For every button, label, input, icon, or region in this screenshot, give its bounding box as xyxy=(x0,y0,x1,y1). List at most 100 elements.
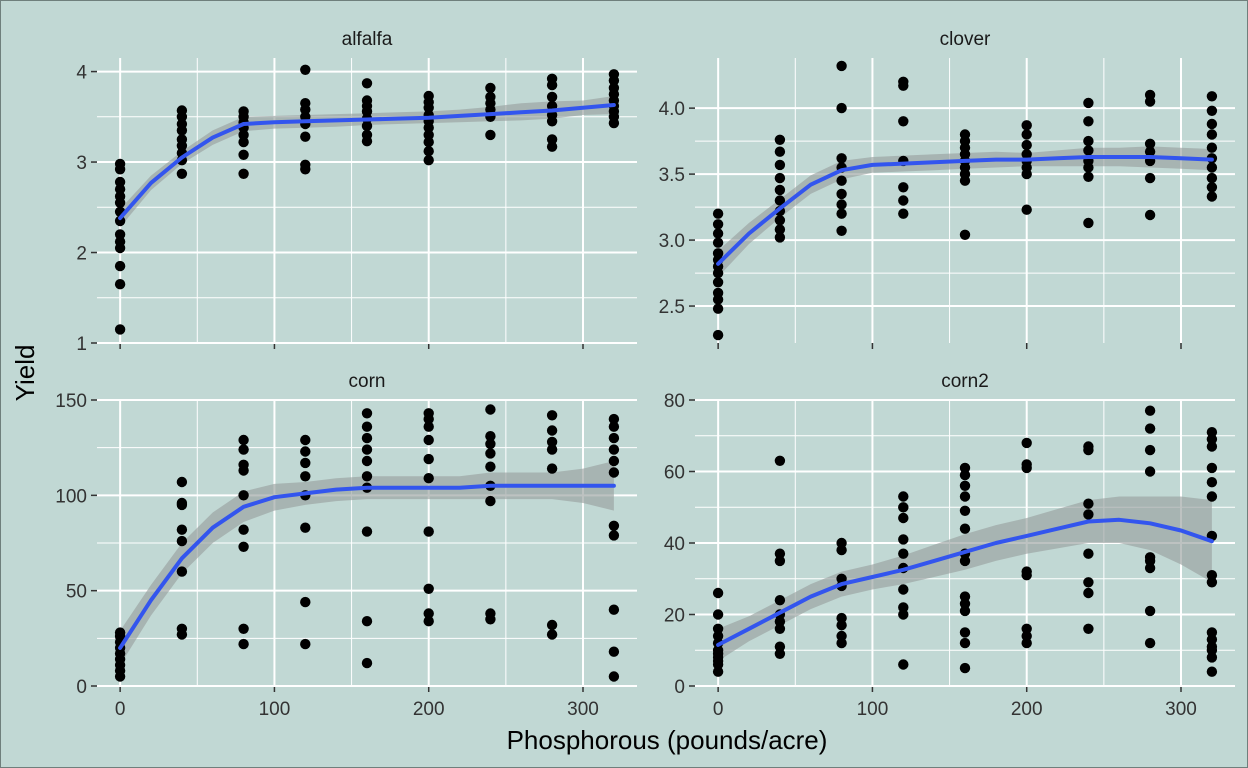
data-point xyxy=(238,490,249,501)
y-tick-label: 60 xyxy=(664,463,685,484)
data-point xyxy=(959,505,971,516)
smooth-line xyxy=(716,155,1214,266)
data-point xyxy=(114,158,126,170)
data-point xyxy=(300,434,311,446)
y-tick-label: 100 xyxy=(55,486,87,507)
data-point xyxy=(836,153,847,164)
data-point xyxy=(114,627,126,638)
data-point xyxy=(361,455,373,467)
data-point xyxy=(1083,135,1094,147)
data-point xyxy=(1083,509,1094,520)
data-point xyxy=(608,530,620,541)
data-point xyxy=(1206,627,1218,638)
data-point xyxy=(300,471,311,482)
data-point xyxy=(959,469,971,481)
data-point xyxy=(608,82,620,94)
data-point xyxy=(361,616,373,627)
facet-title: corn xyxy=(349,371,386,392)
data-point xyxy=(712,329,724,341)
y-tick-label: 50 xyxy=(66,582,87,603)
data-point xyxy=(485,404,496,415)
data-point xyxy=(1021,623,1032,634)
data-point xyxy=(361,657,373,669)
data-point xyxy=(238,168,249,179)
data-point xyxy=(423,526,434,537)
data-point xyxy=(1144,605,1156,617)
data-point xyxy=(114,324,126,335)
data-point xyxy=(608,421,620,432)
data-point xyxy=(423,473,434,484)
data-point xyxy=(712,645,724,656)
y-tick-label: 80 xyxy=(664,391,685,412)
data-point xyxy=(546,73,558,85)
data-point xyxy=(898,512,909,524)
data-point xyxy=(423,434,434,446)
data-point xyxy=(898,491,909,502)
confidence-band xyxy=(718,496,1212,661)
data-point xyxy=(1083,577,1094,588)
data-point xyxy=(1206,666,1218,677)
data-point xyxy=(1021,139,1032,151)
data-point xyxy=(485,461,496,472)
data-point xyxy=(898,502,909,513)
data-point xyxy=(1206,570,1218,581)
data-point xyxy=(1206,491,1218,502)
data-point xyxy=(361,444,373,455)
data-point xyxy=(1021,459,1032,470)
data-point xyxy=(898,182,909,193)
data-point xyxy=(959,462,971,474)
data-point xyxy=(1144,423,1156,434)
data-point xyxy=(176,105,188,116)
data-point xyxy=(1206,172,1218,184)
data-point xyxy=(836,102,847,114)
data-point xyxy=(423,408,434,419)
data-point xyxy=(1021,566,1032,577)
facet-title: alfalfa xyxy=(342,29,393,50)
data-point xyxy=(1144,172,1156,184)
data-point xyxy=(959,491,971,502)
data-point xyxy=(546,91,558,103)
y-tick-label: 3.5 xyxy=(659,165,685,186)
data-point xyxy=(176,566,188,577)
data-point xyxy=(774,224,786,235)
data-point xyxy=(608,604,620,615)
y-tick-label: 40 xyxy=(664,534,685,555)
x-tick-label: 100 xyxy=(259,699,291,720)
data-point xyxy=(361,120,373,132)
y-tick-label: 1 xyxy=(76,334,87,355)
data-point xyxy=(176,168,188,179)
data-point xyxy=(485,431,496,442)
data-point xyxy=(1083,116,1094,127)
data-point xyxy=(774,195,786,206)
data-point xyxy=(238,541,249,552)
data-point xyxy=(1144,89,1156,101)
data-point xyxy=(114,279,126,290)
data-point xyxy=(1083,548,1094,559)
smooth-line xyxy=(118,103,616,221)
x-tick-label: 300 xyxy=(567,699,599,720)
data-point xyxy=(1083,498,1094,509)
facet-panel-alfalfa: 1 2 3 4 alfalfa xyxy=(76,29,637,355)
data-point xyxy=(712,623,724,634)
data-point xyxy=(1206,142,1218,153)
confidence-band xyxy=(120,461,614,665)
data-point xyxy=(238,623,249,634)
data-point xyxy=(836,573,847,584)
data-point xyxy=(1144,466,1156,477)
data-point xyxy=(774,215,786,226)
data-point xyxy=(485,608,496,619)
data-point xyxy=(1144,209,1156,221)
data-point xyxy=(546,444,558,455)
y-tick-label: 3.0 xyxy=(659,231,685,252)
data-point xyxy=(176,118,188,130)
data-point xyxy=(1206,105,1218,117)
data-point xyxy=(485,91,496,103)
data-point xyxy=(238,106,249,117)
data-point xyxy=(774,555,786,567)
data-point xyxy=(608,671,620,682)
data-point xyxy=(608,444,620,455)
facet-panel-corn: 0 100 200 300 0 50 100 150 corn xyxy=(55,371,637,720)
data-point xyxy=(898,195,909,206)
data-point xyxy=(1144,405,1156,416)
data-point xyxy=(774,232,786,243)
